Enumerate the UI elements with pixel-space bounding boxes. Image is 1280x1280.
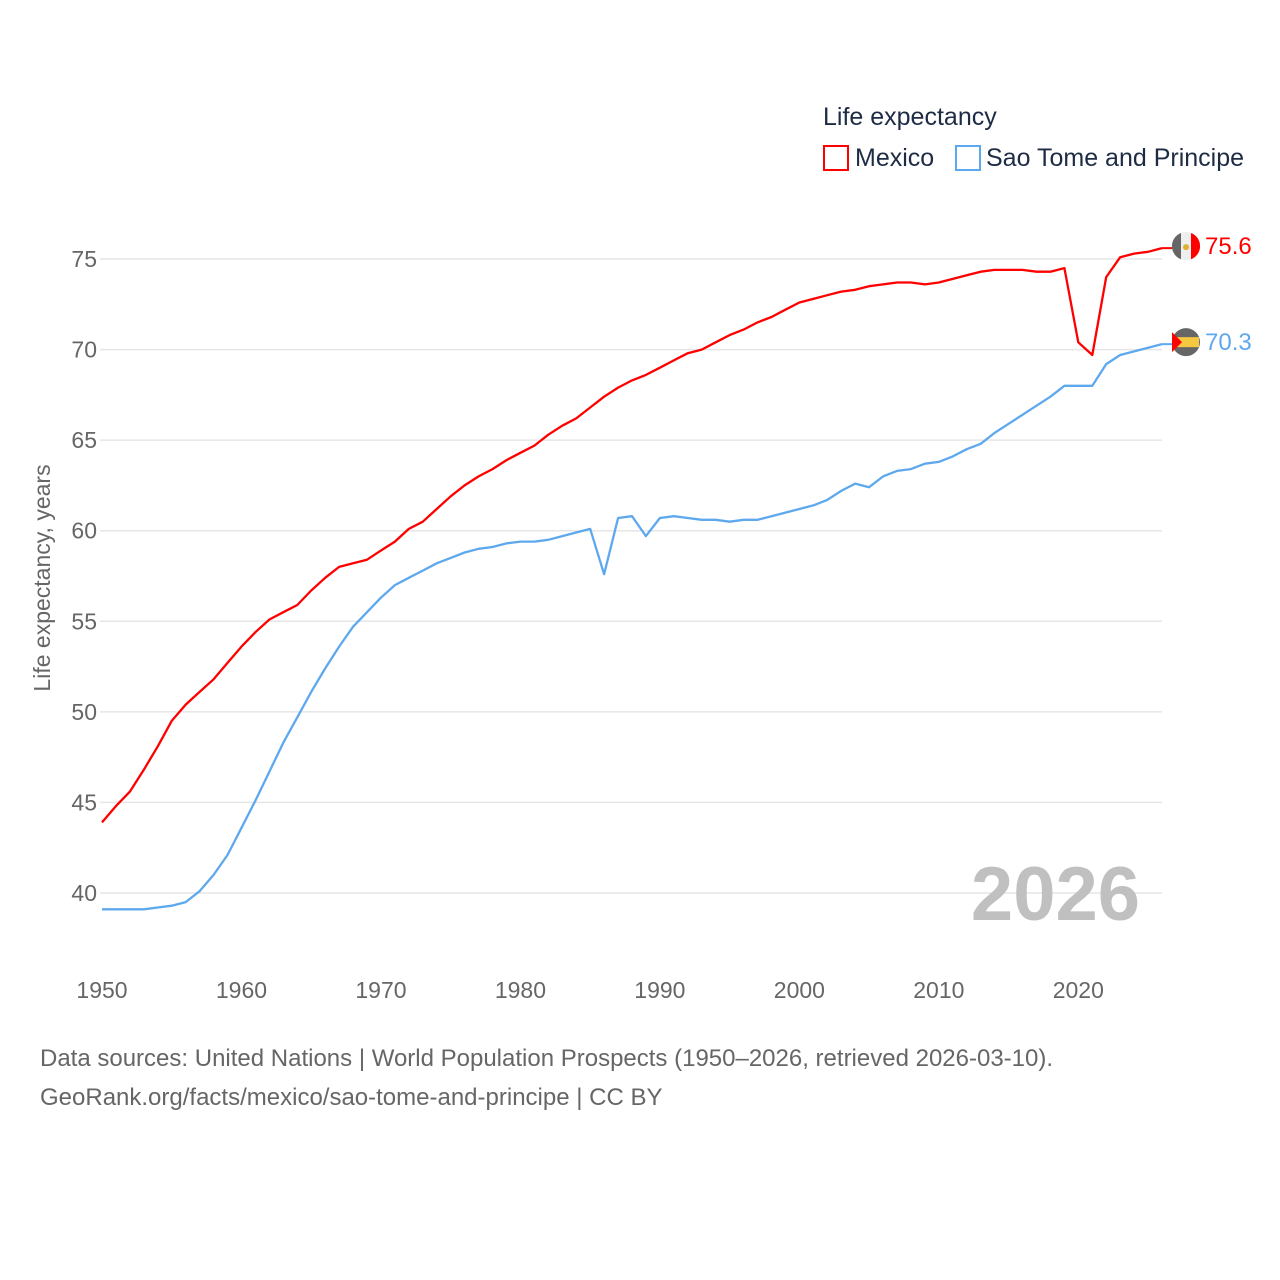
end-value-label: 70.3 bbox=[1205, 329, 1252, 356]
footer-sources: Data sources: United Nations | World Pop… bbox=[40, 1045, 1054, 1072]
y-tick-label: 45 bbox=[71, 789, 97, 815]
end-value-label: 75.6 bbox=[1205, 233, 1252, 260]
flag-band bbox=[1173, 337, 1199, 348]
legend-item-mexico[interactable]: Mexico bbox=[823, 144, 934, 172]
y-tick-label: 50 bbox=[71, 699, 97, 725]
x-tick-label: 2000 bbox=[774, 977, 825, 1003]
y-tick-label: 70 bbox=[71, 337, 97, 363]
y-axis-ticks: 40 45 50 55 60 65 70 75 bbox=[71, 246, 97, 906]
x-tick-label: 1990 bbox=[634, 977, 685, 1003]
x-tick-label: 1950 bbox=[76, 977, 127, 1003]
x-tick-label: 2020 bbox=[1053, 977, 1104, 1003]
mexico-flag-icon bbox=[1171, 232, 1201, 261]
legend-title: Life expectancy bbox=[823, 103, 997, 131]
legend-item-sao-tome[interactable]: Sao Tome and Principe bbox=[955, 144, 1244, 172]
y-tick-label: 55 bbox=[71, 608, 97, 634]
x-tick-label: 1960 bbox=[216, 977, 267, 1003]
sao-tome-flag-icon bbox=[1172, 328, 1200, 357]
footer-url: GeoRank.org/facts/mexico/sao-tome-and-pr… bbox=[40, 1084, 663, 1111]
series-line-sao-tome bbox=[102, 342, 1163, 911]
y-tick-label: 40 bbox=[71, 880, 97, 906]
series-line-mexico bbox=[101, 246, 1163, 824]
x-tick-label: 2010 bbox=[913, 977, 964, 1003]
flag-triangle bbox=[1172, 332, 1182, 353]
y-tick-label: 65 bbox=[71, 427, 97, 453]
flag-emblem bbox=[1183, 244, 1189, 251]
x-tick-label: 1980 bbox=[495, 977, 546, 1003]
legend-swatch-mexico bbox=[823, 145, 849, 171]
legend-swatch-sao-tome bbox=[955, 145, 981, 171]
flag-left bbox=[1171, 233, 1181, 260]
flag-right bbox=[1191, 233, 1201, 260]
y-tick-label: 60 bbox=[71, 518, 97, 544]
x-tick-label: 1970 bbox=[355, 977, 406, 1003]
legend-label-sao-tome: Sao Tome and Principe bbox=[986, 144, 1244, 172]
y-axis-title: Life expectancy, years bbox=[29, 464, 55, 691]
legend-label-mexico: Mexico bbox=[855, 144, 934, 172]
y-tick-label: 75 bbox=[71, 246, 97, 272]
year-watermark: 2026 bbox=[971, 852, 1140, 937]
series-end-labels: 75.6 70.3 bbox=[1162, 232, 1252, 357]
gridlines bbox=[100, 258, 1162, 894]
x-axis-ticks: 1950 1960 1970 1980 1990 2000 2010 2020 bbox=[76, 977, 1103, 1003]
series-lines bbox=[101, 246, 1163, 911]
legend: Life expectancy Mexico Sao Tome and Prin… bbox=[823, 103, 1244, 172]
